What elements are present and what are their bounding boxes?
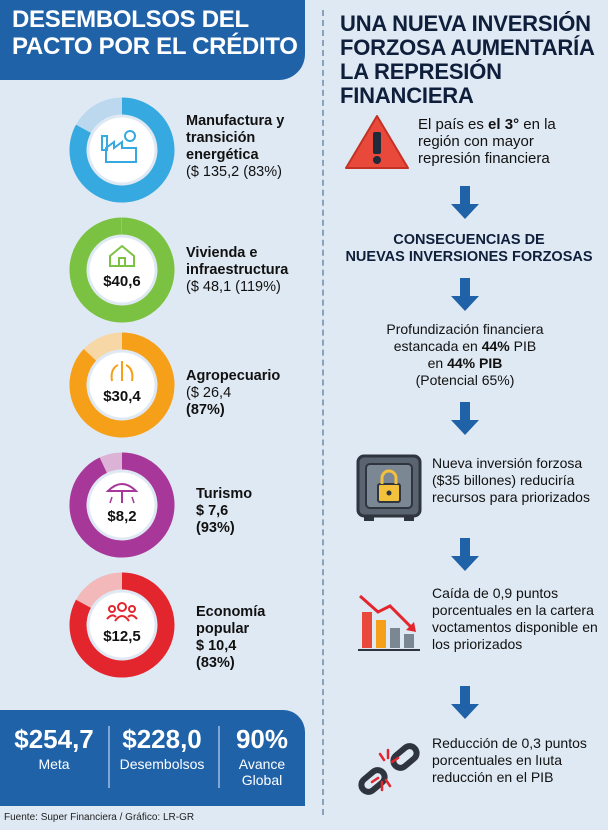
donut-center xyxy=(89,352,155,418)
donut-center xyxy=(89,117,155,183)
cat1-l3: energética xyxy=(186,147,259,163)
desembolsos-value: $228,0 xyxy=(122,724,202,754)
cat2-l1: Vivienda e xyxy=(186,245,258,261)
cat1-detail: ($ 135,2 (83%) xyxy=(186,164,282,180)
step-depth-l2b: 44% xyxy=(481,338,510,354)
step-depth-l3b: 44% PIB xyxy=(447,355,503,371)
meta-label: Meta xyxy=(38,756,70,772)
arrow-down-icon xyxy=(451,186,479,219)
category-label-4: Turismo $ 7,6 (93%) xyxy=(196,486,306,537)
consequences-line-2: NUEVAS INVERSIONES FORZOSAS xyxy=(345,249,593,265)
left-header: DESEMBOLSOS DEL PACTO POR EL CRÉDITO xyxy=(0,0,305,80)
cat3-detail: ($ 26,4 xyxy=(186,385,232,401)
step-depth: Profundización financiera estancada en 4… xyxy=(360,321,570,389)
cat2-l2: infraestructura xyxy=(186,262,289,278)
falling-bar-chart-icon xyxy=(358,594,420,651)
step-depth-l3a: en xyxy=(427,355,448,371)
avance-label-2: Global xyxy=(241,772,283,788)
factory-icon xyxy=(101,130,137,163)
arrow-down-icon xyxy=(451,686,479,719)
category-label-5: Economía popular $ 10,4 (83%) xyxy=(196,604,306,672)
cat4-detail: $ 7,6 xyxy=(196,503,229,519)
cat4-detail2: (93%) xyxy=(196,520,235,536)
consequences-heading: CONSECUENCIAS DE NUEVAS INVERSIONES FORZ… xyxy=(330,232,608,266)
wheat-icon xyxy=(110,361,134,382)
step-rank: El país es el 3° en la región con mayor … xyxy=(418,116,598,167)
step-rank-a: El país es xyxy=(418,116,489,133)
left-title: DESEMBOLSOS DEL PACTO POR EL CRÉDITO xyxy=(12,6,298,60)
step-forced-investment: Nueva inversión forzosa ($35 billones) r… xyxy=(432,455,590,505)
donut-arc xyxy=(69,572,175,678)
cat3-detail2: (87%) xyxy=(186,402,225,418)
broken-chain-icon xyxy=(358,743,420,795)
umbrella-icon xyxy=(105,483,139,504)
arrow-down-icon xyxy=(451,538,479,571)
step-portfolio-drop: Caída de 0,9 puntos porcentuales en la c… xyxy=(432,585,598,652)
step-depth-l2c: PIB xyxy=(509,338,537,354)
donut-center-value: $40,6 xyxy=(103,273,141,290)
arrow-down-icon xyxy=(451,278,479,311)
donut-center xyxy=(89,472,155,538)
donut-center-value: $30,4 xyxy=(103,388,141,405)
cat3-l1: Agropecuario xyxy=(186,368,281,384)
consequences-line-1: CONSECUENCIAS DE xyxy=(393,232,545,248)
cat5-detail2: (83%) xyxy=(196,655,235,671)
cat1-l2: transición xyxy=(186,130,256,146)
safe-lock-icon xyxy=(356,454,422,521)
donut-arc xyxy=(69,97,175,203)
column-divider xyxy=(322,10,324,815)
right-title: UNA NUEVA INVERSIÓN FORZOSA AUMENTARÍA L… xyxy=(340,11,594,108)
donut-arc xyxy=(69,452,175,558)
donut-center xyxy=(89,592,155,658)
step-depth-l2a: estancada en xyxy=(393,338,482,354)
cat5-detail: $ 10,4 xyxy=(196,638,237,654)
desembolsos-label: Desembolsos xyxy=(119,756,205,772)
step-rank-b: el 3° xyxy=(488,116,520,133)
arrow-down-icon xyxy=(451,402,479,435)
totals-separator xyxy=(108,726,110,788)
cat1-l1: Manufactura y xyxy=(186,113,285,129)
step-depth-l2: estancada en 44% PIB xyxy=(360,338,570,355)
donut-center xyxy=(89,237,155,303)
avance-value: 90% xyxy=(235,724,289,754)
category-label-1: Manufactura y transición energética ($ 1… xyxy=(186,113,306,181)
totals-panel: $254,7 Meta $228,0 Desembolsos 90% Avanc… xyxy=(0,710,305,806)
step-depth-l4: (Potencial 65%) xyxy=(415,372,515,388)
meta-value: $254,7 xyxy=(14,724,94,754)
people-icon xyxy=(106,602,138,622)
avance-label-1: Avance xyxy=(238,756,286,772)
donut-center-value: $12,5 xyxy=(103,628,141,645)
house-icon xyxy=(109,244,135,267)
step-gdp-reduction: Reducción de 0,3 puntos porcentuales en … xyxy=(432,735,587,785)
donut-arc xyxy=(69,332,175,438)
step-depth-l3: en 44% PIB xyxy=(360,355,570,372)
cat4-l1: Turismo xyxy=(196,486,253,502)
step-rank-c: en la región con mayor represión financi… xyxy=(418,116,556,167)
totals-separator xyxy=(218,726,220,788)
donut-center-value: $8,2 xyxy=(107,508,136,525)
step-depth-l1: Profundización financiera xyxy=(386,321,544,337)
warning-icon xyxy=(345,115,409,169)
donut-chart: $40,6 $30,4 $8,2 $12,5 xyxy=(69,97,175,678)
category-label-3: Agropecuario ($ 26,4 (87%) xyxy=(186,368,306,419)
donut-arc xyxy=(69,217,175,323)
source-note: Fuente: Super Financiera / Gráfico: LR-G… xyxy=(4,812,195,823)
category-label-2: Vivienda e infraestructura ($ 48,1 (119%… xyxy=(186,245,306,296)
cat5-l2: popular xyxy=(196,621,250,637)
cat2-detail: ($ 48,1 (119%) xyxy=(186,279,281,295)
cat5-l1: Economía xyxy=(196,604,266,620)
